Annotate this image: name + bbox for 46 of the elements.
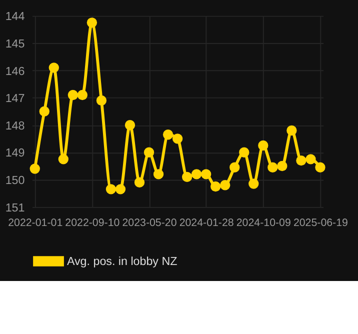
- point: [268, 162, 278, 172]
- point: [248, 178, 259, 189]
- y-tick-label: 150: [5, 174, 26, 188]
- x-tick-label: 2024-10-09: [236, 216, 291, 229]
- point: [172, 134, 183, 144]
- y-tick-label: 149: [5, 146, 25, 160]
- x-tick-label: 2022-01-01: [8, 216, 63, 229]
- point: [86, 18, 98, 28]
- y-tick-label: 144: [5, 10, 26, 24]
- point: [182, 172, 192, 182]
- point: [115, 184, 126, 194]
- point: [315, 162, 326, 172]
- point: [30, 164, 40, 174]
- x-tick-label: 2022-09-10: [65, 216, 120, 229]
- point: [239, 147, 250, 158]
- point: [191, 169, 202, 180]
- point: [210, 181, 221, 192]
- point: [48, 62, 59, 73]
- point: [296, 155, 306, 166]
- point: [144, 147, 154, 158]
- y-tick-label: 151: [5, 201, 25, 214]
- y-tick-label: 147: [5, 92, 25, 106]
- x-tick-label: 2023-05-20: [122, 216, 177, 229]
- point: [258, 140, 268, 151]
- point: [277, 160, 288, 172]
- x-tick-label: 2025-06-19: [293, 216, 348, 229]
- y-tick-label: 148: [5, 119, 25, 132]
- point: [306, 154, 316, 164]
- y-tick-label: 145: [5, 38, 25, 50]
- point: [200, 169, 212, 180]
- point: [68, 90, 78, 100]
- point: [124, 120, 136, 130]
- point: [220, 180, 230, 190]
- point: [162, 130, 174, 140]
- point: [134, 177, 145, 188]
- point: [230, 162, 240, 172]
- point: [286, 125, 297, 136]
- y-tick-label: 146: [5, 64, 25, 78]
- point: [106, 184, 116, 194]
- legend-label: Avg. pos. in lobby NZ: [66, 255, 178, 268]
- point: [39, 106, 50, 116]
- x-tick-label: 2024-01-28: [179, 216, 234, 229]
- point: [77, 90, 88, 100]
- point: [58, 154, 68, 164]
- point: [96, 95, 107, 106]
- point: [153, 169, 164, 180]
